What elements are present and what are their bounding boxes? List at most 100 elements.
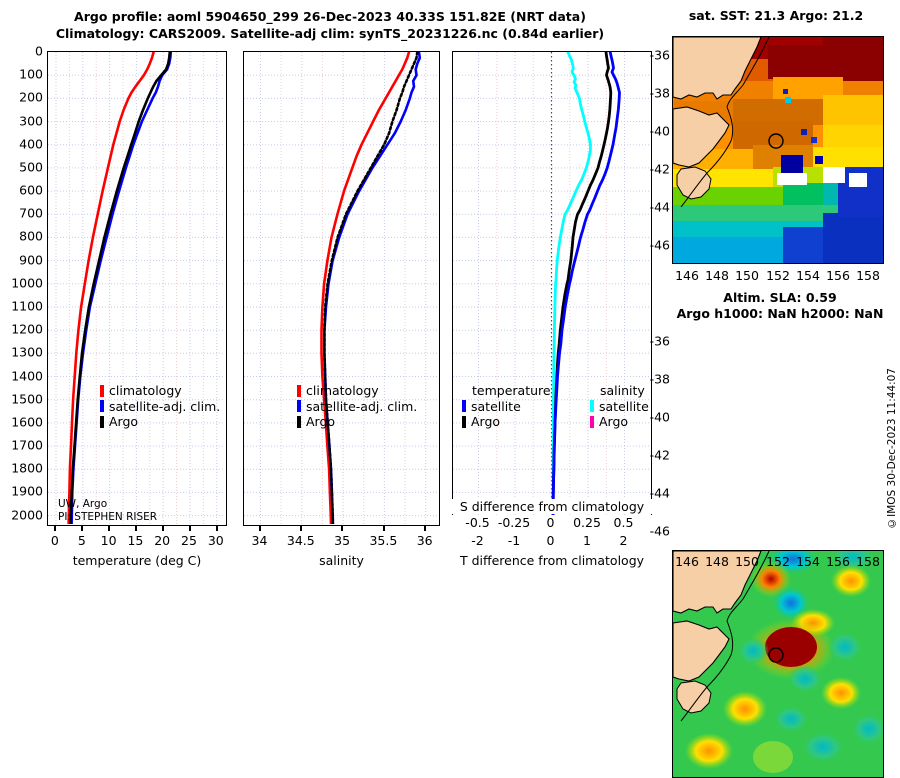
temperature-plot-frame <box>47 51 227 526</box>
legend-item-salinity-climatology: climatology <box>297 383 417 399</box>
sla-map[interactable] <box>672 550 884 778</box>
sla-map-title-line2: Argo h1000: NaN h2000: NaN <box>676 306 884 321</box>
sla-xtick-152: 152 <box>766 554 790 569</box>
xtick-t-25: 25 <box>181 533 197 548</box>
xtick-ds-0: 0 <box>546 515 555 530</box>
legend-item-temp-argo: Argo <box>462 414 551 430</box>
ytick-600: 600 <box>19 182 43 198</box>
float-position-marker <box>768 133 784 149</box>
salinity-argo-curve <box>323 52 419 524</box>
sst-xtick-154: 154 <box>796 268 820 283</box>
xtick-s-35: 35 <box>334 533 351 548</box>
salinity-gridlines <box>244 52 438 524</box>
legend-item-sal-satellite: satellite <box>590 399 649 415</box>
sla-ytick-42: -42 <box>649 447 670 463</box>
legend-swatch-sal-satellite <box>590 400 594 413</box>
legend-item-satellite-adj-clim: satellite-adj. clim. <box>100 399 220 415</box>
difference-plot-canvas <box>453 52 650 524</box>
sst-map-xaxis-labels: 146 148 150 152 154 156 158 <box>672 268 884 284</box>
difference-temperature-axis-title: T difference from climatology <box>459 553 645 568</box>
ytick-1500: 1500 <box>11 391 43 407</box>
temperature-panel <box>47 51 227 531</box>
ytick-1000: 1000 <box>11 275 43 291</box>
land-mass-tasmania <box>676 166 712 200</box>
sst-ytick-44: -44 <box>649 199 670 215</box>
difference-salinity-satellite-curve <box>551 52 592 524</box>
ytick-700: 700 <box>19 205 43 221</box>
difference-legend-temperature: temperature satellite Argo <box>462 383 551 430</box>
sst-xtick-146: 146 <box>675 268 699 283</box>
sla-xtick-156: 156 <box>826 554 850 569</box>
ytick-2000: 2000 <box>11 507 43 523</box>
sla-map-xaxis-labels: 146 148 150 152 154 156 158 <box>672 554 884 570</box>
xtick-ds-m0p25: -0.25 <box>497 515 531 530</box>
xtick-ds-m0p5: -0.5 <box>465 515 490 530</box>
credit-line1: UW, Argo <box>58 498 108 510</box>
temperature-xaxis-labels: 0 5 10 15 20 25 30 <box>47 533 227 549</box>
ytick-400: 400 <box>19 136 43 152</box>
ytick-300: 300 <box>19 113 43 128</box>
ytick-1300: 1300 <box>11 344 43 360</box>
ytick-1400: 1400 <box>11 368 43 383</box>
legend-label-temp-satellite: satellite <box>471 398 521 414</box>
legend-label-satellite-adj-clim: satellite-adj. clim. <box>109 398 221 414</box>
credit-line2: PI: STEPHEN RISER <box>58 511 158 523</box>
legend-item-climatology: climatology <box>100 383 220 399</box>
salinity-plot-canvas <box>244 52 438 524</box>
temperature-axis-title: temperature (deg C) <box>72 553 202 568</box>
ytick-900: 900 <box>19 252 43 268</box>
sst-xtick-158: 158 <box>856 268 880 283</box>
salinity-plot-frame <box>243 51 440 526</box>
ytick-1700: 1700 <box>11 437 43 453</box>
land-mass-mainland <box>673 37 762 100</box>
ytick-1200: 1200 <box>11 321 43 337</box>
temperature-gridlines <box>48 52 225 524</box>
xtick-dt-m2: -2 <box>471 533 484 548</box>
sla-ytick-36: -36 <box>649 333 670 349</box>
xtick-t-15: 15 <box>127 533 144 548</box>
xtick-s-34p5: 34.5 <box>286 533 315 548</box>
temperature-climatology-curve <box>67 52 155 524</box>
legend-heading-salinity: salinity <box>600 383 645 398</box>
sla-ytick-38: -38 <box>649 371 670 387</box>
sst-map-yaxis-labels: -36 -38 -40 -42 -44 -46 <box>640 36 670 264</box>
xtick-ds-0p5: 0.5 <box>613 515 634 530</box>
ytick-200: 200 <box>19 89 43 105</box>
difference-legend-salinity: salinity satellite Argo <box>590 383 649 430</box>
xtick-t-5: 5 <box>77 533 86 548</box>
difference-temperature-argo-curve <box>551 52 613 524</box>
legend-label-argo: Argo <box>109 414 139 429</box>
legend-label-salinity-argo: Argo <box>306 414 336 429</box>
sla-ytick-46: -46 <box>649 523 670 539</box>
legend-label-sal-satellite: satellite <box>599 398 649 414</box>
sla-xtick-154: 154 <box>796 554 820 569</box>
xtick-t-10: 10 <box>100 533 117 548</box>
ytick-1600: 1600 <box>11 414 43 430</box>
xtick-dt-1: 1 <box>583 533 591 548</box>
legend-item-salinity-satellite-adj-clim: satellite-adj. clim. <box>297 399 417 415</box>
difference-temperature-satellite-curve <box>551 52 621 524</box>
sst-map-title: sat. SST: 21.3 Argo: 21.2 <box>688 8 864 23</box>
figure-title-line2: Climatology: CARS2009. Satellite-adj cli… <box>55 26 605 41</box>
sst-xtick-148: 148 <box>705 268 729 283</box>
ytick-1900: 1900 <box>11 483 43 499</box>
legend-label-salinity-satellite-adj-clim: satellite-adj. clim. <box>306 398 418 414</box>
sst-map[interactable] <box>672 36 884 264</box>
legend-swatch-satellite-adj-clim <box>100 400 104 413</box>
sst-ytick-38: -38 <box>649 85 670 101</box>
sla-xtick-148: 148 <box>705 554 729 569</box>
sla-xtick-158: 158 <box>856 554 880 569</box>
sst-xtick-150: 150 <box>735 268 759 283</box>
difference-panel <box>452 51 652 531</box>
sla-map-canvas <box>673 551 883 777</box>
salinity-climatology-curve <box>320 52 411 524</box>
xtick-s-34: 34 <box>251 533 268 548</box>
sst-ytick-40: -40 <box>649 123 670 139</box>
salinity-xaxis-labels: 34 34.5 35 35.5 36 <box>243 533 440 549</box>
ytick-0: 0 <box>35 43 43 59</box>
xtick-dt-2: 2 <box>619 533 628 548</box>
legend-label-salinity-climatology: climatology <box>306 383 379 398</box>
legend-swatch-temp-satellite <box>462 400 466 413</box>
sla-xtick-150: 150 <box>735 554 759 569</box>
xtick-s-36: 36 <box>416 533 433 548</box>
